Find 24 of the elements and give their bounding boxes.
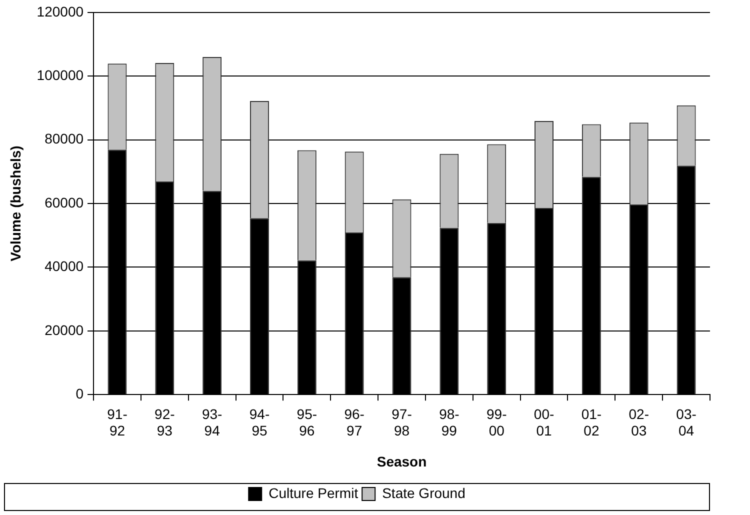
x-tick-label: 98-99 — [439, 406, 460, 439]
x-tick-label: 93-94 — [202, 406, 223, 439]
x-tick-label: 99-00 — [486, 406, 508, 439]
legend-label: Culture Permit — [268, 484, 358, 501]
x-tick-label: 94-95 — [249, 406, 270, 439]
x-axis-title: Season — [376, 453, 427, 470]
x-tick-label: 91-92 — [107, 406, 128, 439]
y-tick-label: 20000 — [44, 322, 84, 338]
y-tick-label: 0 — [76, 385, 84, 402]
x-tick-label: 96-97 — [344, 406, 365, 439]
y-tick-label: 80000 — [44, 130, 84, 147]
y-axis-title: Volume (bushels) — [7, 146, 24, 262]
x-tick-label: 01-02 — [581, 406, 602, 439]
legend-label: State Ground — [382, 484, 466, 501]
x-tick-label: 92-93 — [154, 406, 176, 439]
x-tick-label: 95-96 — [296, 406, 318, 439]
x-tick-label: 97-98 — [392, 406, 412, 439]
x-tick-label: 02-03 — [628, 406, 650, 439]
x-tick-label: 00-01 — [534, 406, 554, 439]
y-tick-label: 60000 — [44, 194, 84, 210]
y-tick-label: 100000 — [36, 66, 84, 83]
y-tick-label: 40000 — [44, 258, 84, 274]
y-tick-label: 120000 — [36, 3, 84, 20]
x-tick-label: 03-04 — [676, 406, 697, 439]
